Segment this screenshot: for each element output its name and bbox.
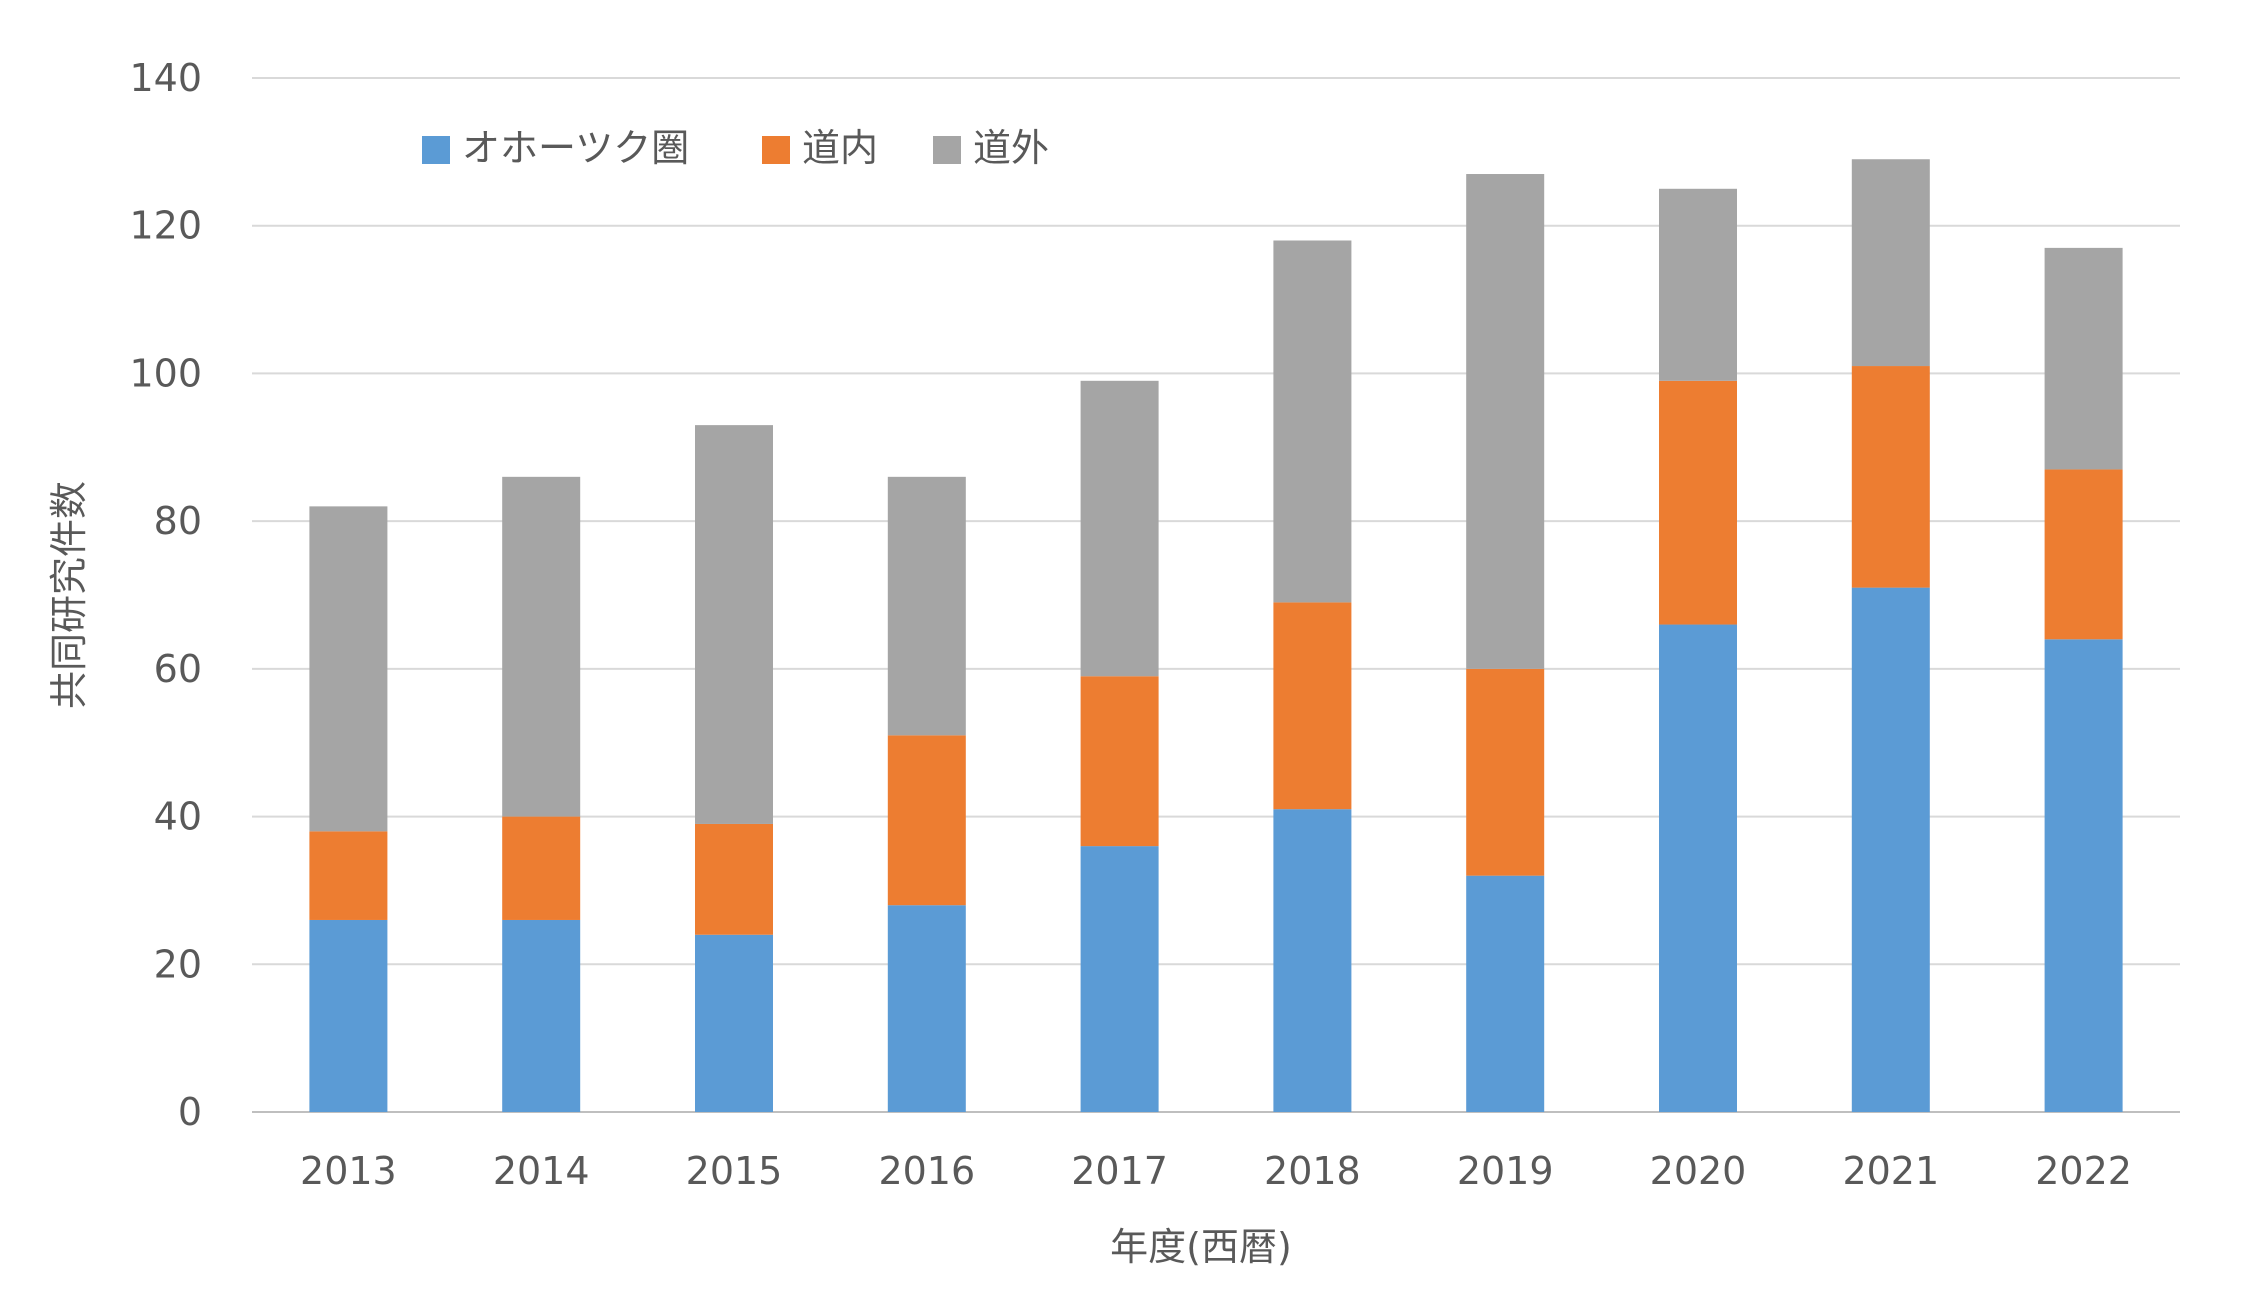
legend-swatch — [422, 136, 450, 164]
bar-segment-okhotsk-2017 — [1080, 846, 1159, 1112]
bar-segment-okhotsk-2022 — [2044, 639, 2123, 1112]
x-axis-title: 年度(西暦) — [1110, 1225, 1292, 1269]
bar-segment-okhotsk-2014 — [502, 919, 581, 1112]
x-tick-label: 2016 — [878, 1149, 975, 1193]
bar-segment-okhotsk-2020 — [1659, 624, 1737, 1112]
bars — [309, 159, 2123, 1112]
bar-segment-okhotsk-2015 — [695, 934, 773, 1112]
bar-segment-hokkaido-2019 — [1466, 668, 1545, 876]
bar-segment-hokkaido-2016 — [887, 735, 966, 906]
bar-segment-outside-2013 — [309, 506, 388, 832]
bar-segment-outside-2014 — [502, 476, 581, 817]
bar-segment-outside-2021 — [1851, 159, 1930, 367]
bar-segment-outside-2018 — [1273, 240, 1352, 603]
legend-label: 道内 — [802, 126, 878, 170]
bar-segment-outside-2016 — [887, 476, 966, 736]
x-tick-label: 2022 — [2035, 1149, 2132, 1193]
legend: オホーツク圏 道内 道外 — [422, 126, 1049, 170]
x-tick-label: 2020 — [1650, 1149, 1747, 1193]
bar-segment-hokkaido-2022 — [2044, 469, 2123, 640]
x-tick-label: 2014 — [493, 1149, 590, 1193]
bar-segment-okhotsk-2018 — [1273, 809, 1352, 1112]
bar-segment-okhotsk-2019 — [1466, 875, 1545, 1112]
legend-swatch — [762, 136, 790, 164]
y-tick-label: 80 — [154, 499, 202, 543]
bar-segment-okhotsk-2016 — [887, 905, 966, 1112]
bar-segment-outside-2017 — [1080, 380, 1159, 677]
y-tick-label: 100 — [129, 351, 202, 395]
axes: 0 20 40 60 80 100 120 140 2013 2014 2015 2016 2017 20… — [129, 56, 2131, 1193]
bar-segment-hokkaido-2015 — [695, 823, 773, 935]
bar-segment-okhotsk-2021 — [1851, 587, 1930, 1112]
bar-segment-outside-2015 — [695, 425, 773, 824]
y-tick-label: 120 — [129, 204, 202, 248]
legend-label: 道外 — [973, 126, 1049, 170]
bar-segment-hokkaido-2020 — [1659, 380, 1737, 625]
bar-segment-okhotsk-2013 — [309, 919, 388, 1112]
y-tick-label: 140 — [129, 56, 202, 100]
bar-segment-outside-2020 — [1659, 188, 1737, 381]
bar-segment-outside-2019 — [1466, 174, 1545, 669]
y-tick-label: 60 — [154, 647, 202, 691]
legend-label: オホーツク圏 — [462, 126, 689, 170]
bar-segment-hokkaido-2017 — [1080, 676, 1159, 847]
bar-segment-hokkaido-2013 — [309, 831, 388, 920]
x-tick-label: 2019 — [1457, 1149, 1554, 1193]
legend-swatch — [933, 136, 961, 164]
y-tick-label: 20 — [154, 942, 202, 986]
bar-segment-hokkaido-2021 — [1851, 366, 1930, 588]
x-tick-label: 2021 — [1842, 1149, 1939, 1193]
x-tick-label: 2015 — [686, 1149, 783, 1193]
x-tick-label: 2018 — [1264, 1149, 1361, 1193]
bar-segment-outside-2022 — [2044, 247, 2123, 470]
x-tick-label: 2017 — [1071, 1149, 1168, 1193]
y-tick-label: 0 — [178, 1090, 202, 1134]
bar-segment-hokkaido-2018 — [1273, 602, 1352, 810]
bar-segment-hokkaido-2014 — [502, 816, 581, 920]
x-tick-label: 2013 — [300, 1149, 397, 1193]
y-tick-label: 40 — [154, 795, 202, 839]
y-axis-title: 共同研究件数 — [47, 481, 91, 709]
